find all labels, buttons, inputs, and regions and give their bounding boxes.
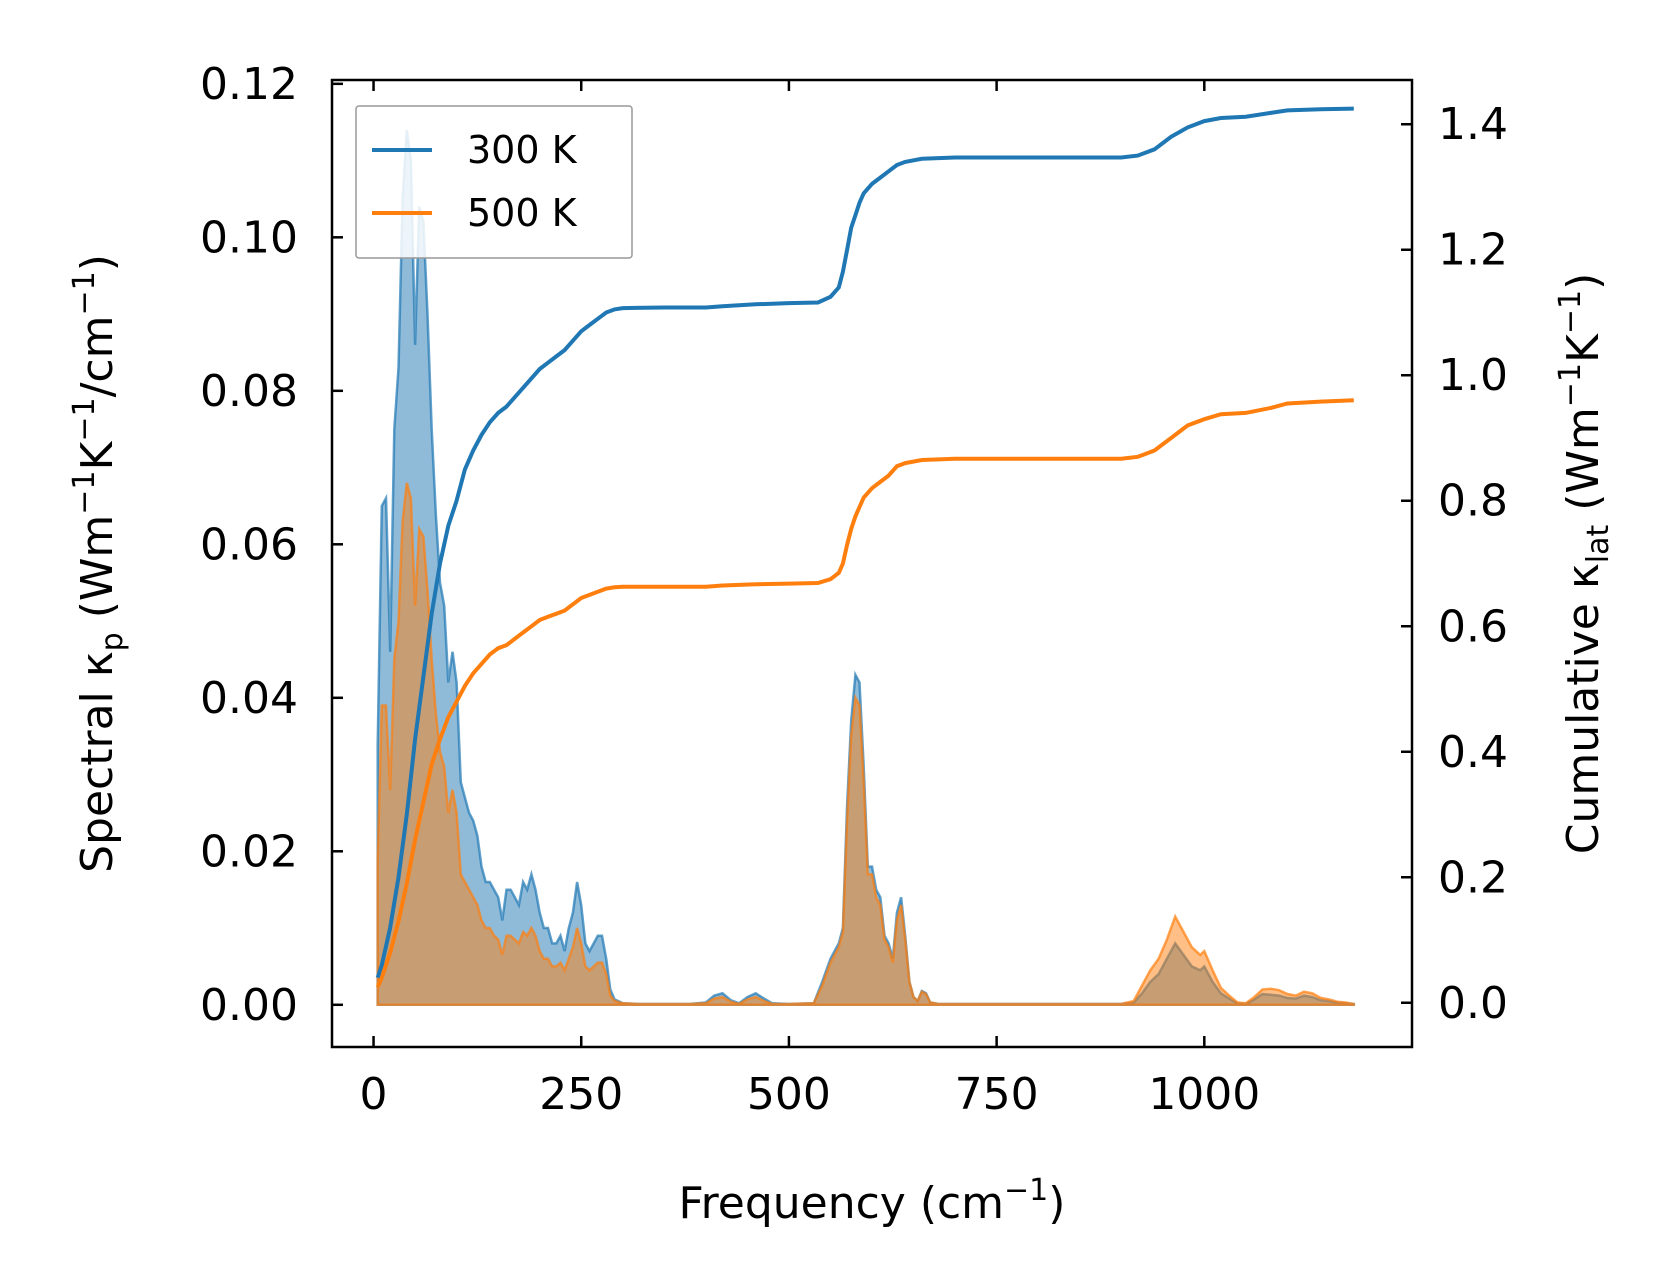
y-left-tick-label: 0.10 [200, 212, 298, 263]
y-left-tick-label: 0.06 [200, 519, 298, 570]
y-right-tick-label: 1.0 [1438, 350, 1508, 401]
y-right-label-d: ) [1558, 273, 1609, 290]
x-tick-label: 0 [360, 1069, 388, 1120]
plot-frame [330, 78, 1414, 1049]
y-left-label-sup1: −1 [67, 471, 102, 515]
x-axis-label-main: Frequency (cm [679, 1178, 1005, 1229]
legend: 300 K 500 K [355, 105, 633, 259]
y-left-label-sub: p [95, 632, 130, 651]
y-right-tick-label: 0.2 [1438, 852, 1508, 903]
x-tick-label: 250 [539, 1069, 623, 1120]
y-right-label-sup1: −1 [1553, 363, 1588, 407]
y-left-label-d: /cm [72, 316, 123, 398]
legend-box [355, 105, 633, 259]
x-axis-label-sup: −1 [1004, 1173, 1048, 1208]
x-tick-label: 500 [747, 1069, 831, 1120]
cumulative-line-300k [375, 106, 1354, 979]
x-tick-label: 750 [955, 1069, 1039, 1120]
spectral-area-500k [376, 482, 1356, 1007]
y-right-label-sup2: −1 [1553, 290, 1588, 334]
y-right-label-b: (Wm [1558, 407, 1609, 525]
y-right-tick-label: 0.8 [1438, 476, 1508, 527]
legend-label-500k: 500 K [467, 191, 578, 235]
y-left-label-e: ) [72, 254, 123, 271]
series-lines [375, 106, 1354, 988]
y-right-label-c: K [1558, 333, 1609, 363]
y-right-tick-label: 0.6 [1438, 601, 1508, 652]
y-left-tick-label: 0.08 [200, 366, 298, 417]
cumulative-line-500k [375, 398, 1354, 988]
x-axis-label-end: ) [1048, 1178, 1065, 1229]
legend-label-300k: 300 K [467, 128, 578, 172]
y-right-tick-label: 1.4 [1438, 99, 1508, 150]
y-left-label-a: Spectral κ [72, 651, 123, 873]
y-right-label-a: Cumulative κ [1558, 563, 1609, 854]
axis-ticks: 0 250 500 750 1000 0.00 0.02 0.04 0.06 0.08 0.10 0.… [200, 59, 1508, 1120]
y-left-tick-label: 0.12 [200, 59, 298, 110]
y-axis-left-label: Spectral κp (Wm−1K−1/cm−1) [67, 254, 130, 873]
y-right-tick-label: 1.2 [1438, 225, 1508, 276]
x-tick-label: 1000 [1148, 1069, 1260, 1120]
y-left-tick-label: 0.02 [200, 826, 298, 877]
spectral-fills [376, 129, 1356, 1007]
y-right-tick-label: 0.4 [1438, 727, 1508, 778]
y-left-tick-label: 0.04 [200, 673, 298, 724]
y-left-label-b: (Wm [72, 515, 123, 633]
x-axis-label: Frequency (cm−1) [679, 1173, 1066, 1229]
y-right-label-sub: lat [1581, 525, 1616, 564]
y-left-label-sup2: −1 [67, 397, 102, 441]
y-left-label-c: K [72, 441, 123, 471]
y-left-tick-label: 0.00 [200, 980, 298, 1031]
y-right-tick-label: 0.0 [1438, 978, 1508, 1029]
y-left-label-sup3: −1 [67, 271, 102, 315]
y-axis-right-label: Cumulative κlat (Wm−1K−1) [1553, 273, 1616, 855]
